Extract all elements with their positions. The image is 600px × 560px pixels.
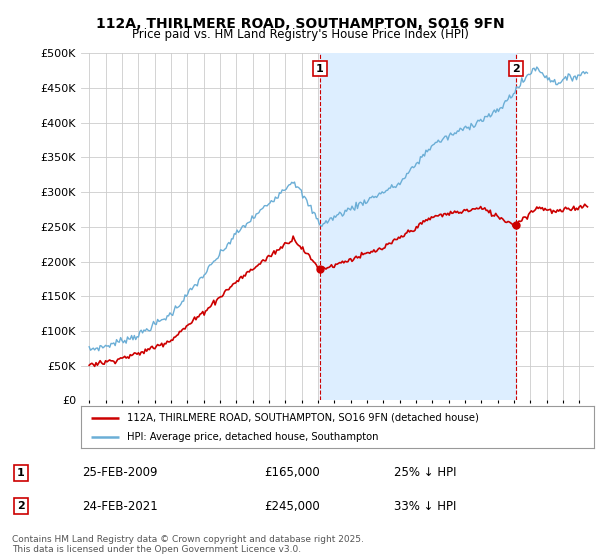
Text: 25% ↓ HPI: 25% ↓ HPI (394, 466, 457, 479)
Bar (320, 53, 516, 400)
Text: 112A, THIRLMERE ROAD, SOUTHAMPTON, SO16 9FN (detached house): 112A, THIRLMERE ROAD, SOUTHAMPTON, SO16 … (127, 413, 479, 423)
Text: 112A, THIRLMERE ROAD, SOUTHAMPTON, SO16 9FN: 112A, THIRLMERE ROAD, SOUTHAMPTON, SO16 … (95, 17, 505, 31)
Text: 2: 2 (512, 64, 520, 73)
Text: 25-FEB-2009: 25-FEB-2009 (82, 466, 158, 479)
Text: HPI: Average price, detached house, Southampton: HPI: Average price, detached house, Sout… (127, 432, 379, 442)
Text: 2: 2 (17, 501, 25, 511)
Text: 1: 1 (316, 64, 324, 73)
Text: 33% ↓ HPI: 33% ↓ HPI (394, 500, 457, 512)
Text: 1: 1 (17, 468, 25, 478)
Text: Price paid vs. HM Land Registry's House Price Index (HPI): Price paid vs. HM Land Registry's House … (131, 28, 469, 41)
Text: Contains HM Land Registry data © Crown copyright and database right 2025.
This d: Contains HM Land Registry data © Crown c… (12, 535, 364, 554)
Text: £245,000: £245,000 (265, 500, 320, 512)
Text: £165,000: £165,000 (265, 466, 320, 479)
Text: 24-FEB-2021: 24-FEB-2021 (82, 500, 158, 512)
